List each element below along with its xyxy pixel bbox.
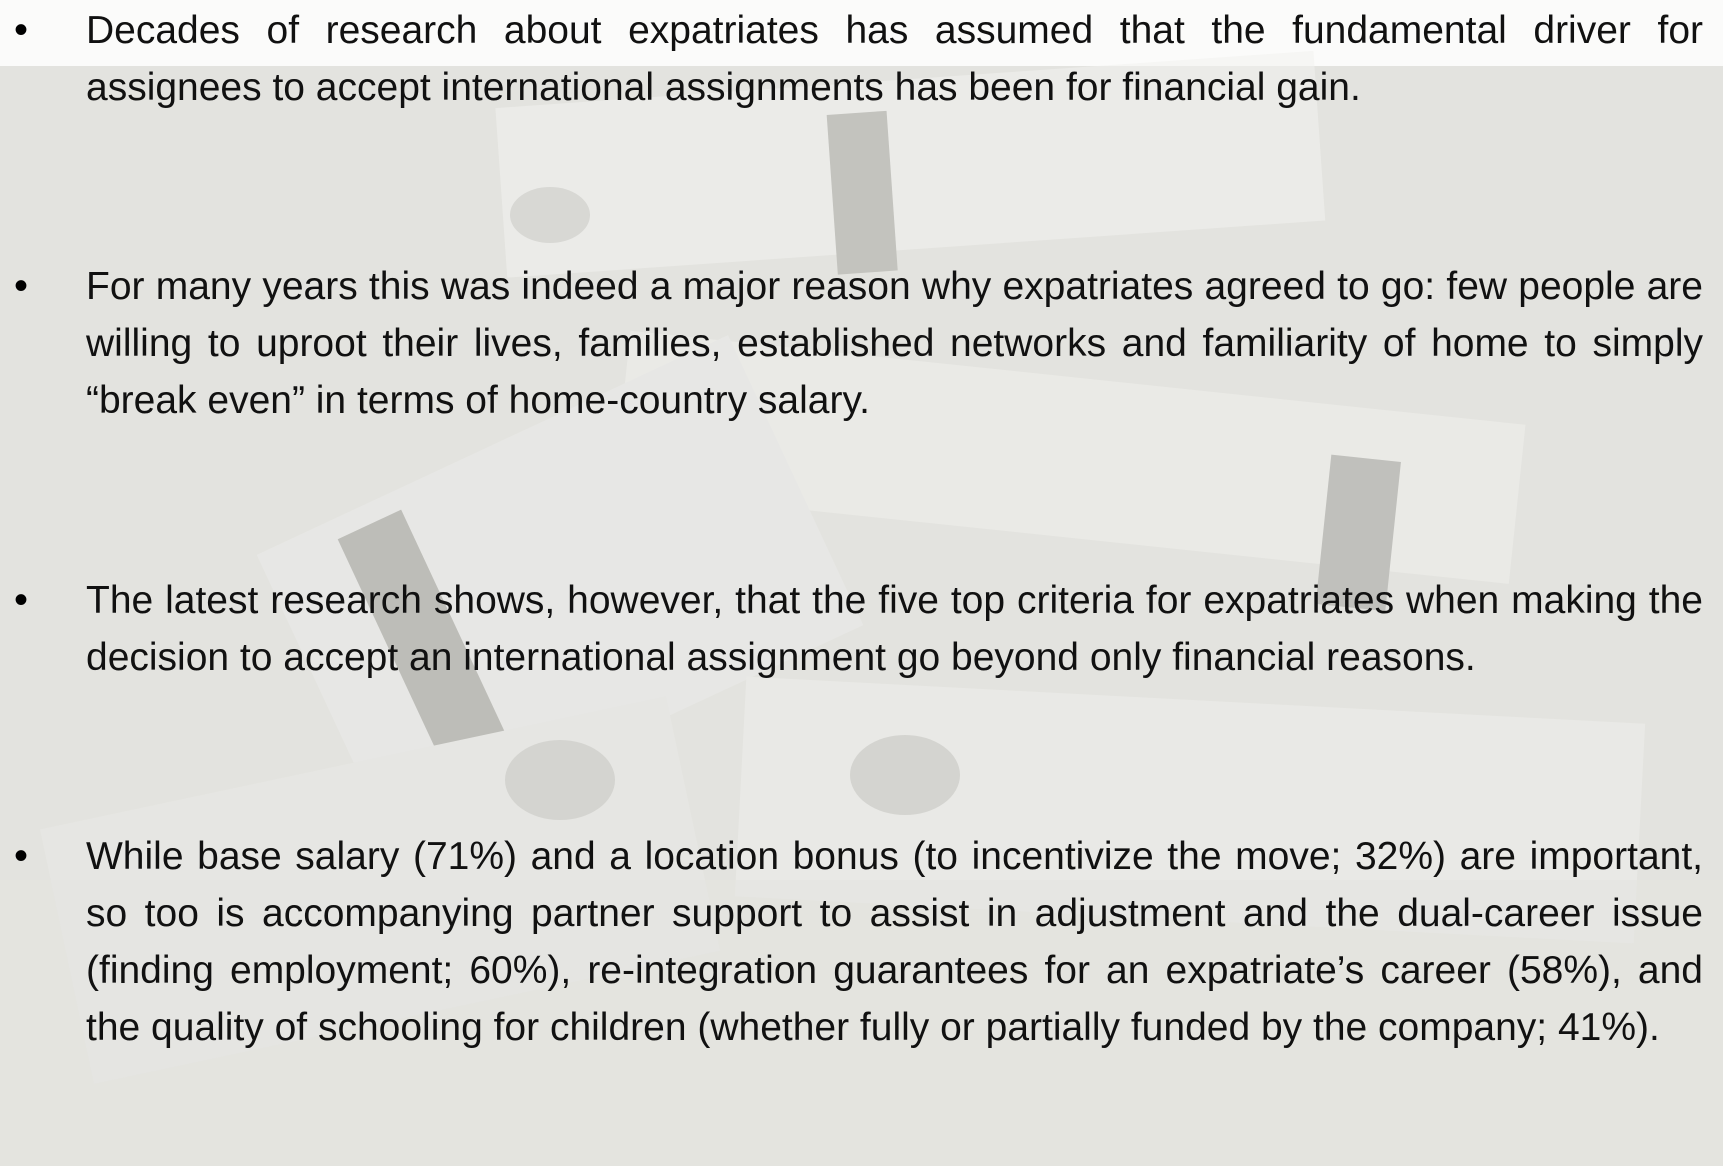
bullet-marker: • xyxy=(14,572,28,629)
bullet-text: Decades of research about expatriates ha… xyxy=(86,2,1703,116)
bullet-marker: • xyxy=(14,2,28,59)
bullet-marker: • xyxy=(14,258,28,315)
slide: • Decades of research about expatriates … xyxy=(0,0,1723,1166)
bullet-text: While base salary (71%) and a location b… xyxy=(86,828,1703,1056)
bullet-marker: • xyxy=(14,828,28,885)
bullet-text: For many years this was indeed a major r… xyxy=(86,258,1703,429)
bullet-text: The latest research shows, however, that… xyxy=(86,572,1703,686)
